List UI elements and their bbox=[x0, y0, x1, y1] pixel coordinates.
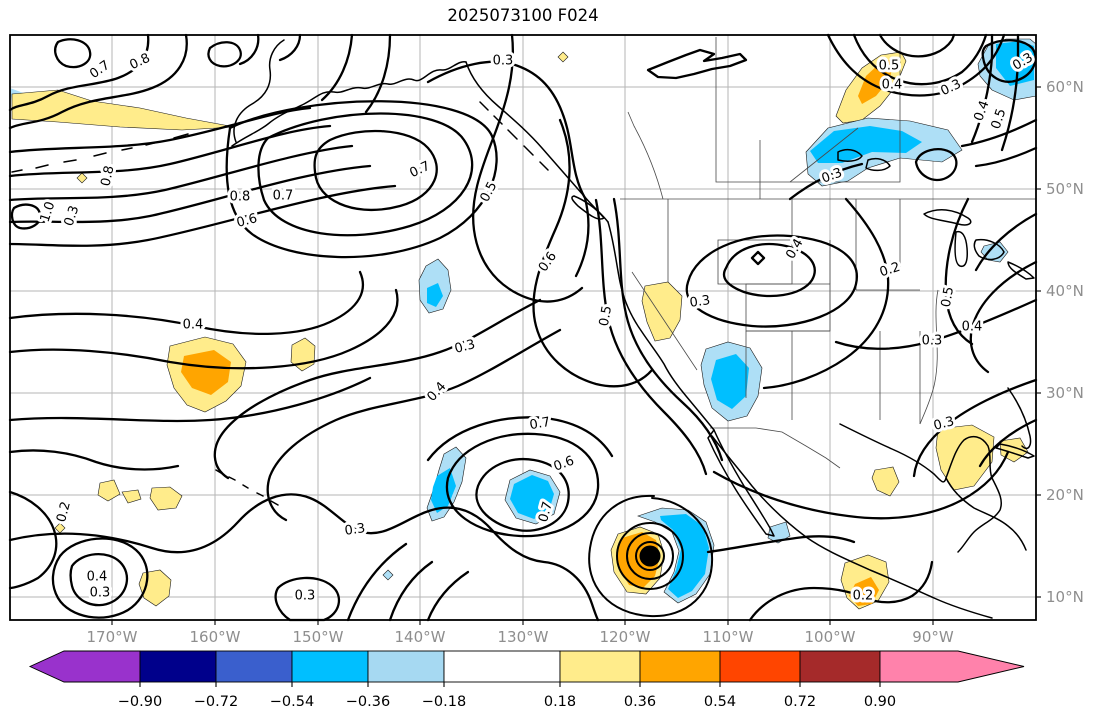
contour-label: 0.3 bbox=[493, 54, 514, 69]
colorbar-tick-label: −0.72 bbox=[194, 694, 238, 710]
figure-title: 2025073100 F024 bbox=[447, 6, 598, 25]
contour-label: 0.7 bbox=[407, 159, 432, 181]
colorbar-tick-label: 0.18 bbox=[544, 694, 576, 710]
contour-label: 1.0 bbox=[38, 200, 59, 224]
colorbar-tick-label: 0.54 bbox=[704, 694, 736, 710]
shaded-region bbox=[849, 577, 879, 606]
lat-tick-label: 20°N bbox=[1046, 486, 1084, 504]
contour-label: 0.4 bbox=[425, 379, 450, 404]
contour-label: 0.7 bbox=[529, 415, 552, 433]
lon-tick-label: 140°W bbox=[395, 628, 446, 646]
shaded-region bbox=[181, 350, 231, 395]
lat-tick-label: 10°N bbox=[1046, 588, 1084, 606]
lat-tick-label: 50°N bbox=[1046, 180, 1084, 198]
coastlines bbox=[11, 39, 1035, 619]
colorbar-tick-label: 0.72 bbox=[784, 694, 816, 710]
shaded-region bbox=[557, 51, 569, 63]
contour-label: 0.2 bbox=[878, 260, 902, 281]
contour-label: 0.3 bbox=[922, 334, 943, 349]
contour-label: 0.8 bbox=[99, 164, 118, 187]
contour-label: 0.2 bbox=[853, 589, 874, 604]
contour-label: 0.6 bbox=[235, 211, 259, 231]
colorbar-segment bbox=[559, 650, 641, 683]
contour-label: 0.3 bbox=[62, 204, 83, 228]
shaded-region bbox=[935, 424, 995, 491]
colorbar: −0.90 −0.72 −0.54 −0.36 −0.18 0.18 0.36 0.54 0.7… bbox=[28, 650, 1025, 710]
lon-tick-label: 150°W bbox=[293, 628, 344, 646]
shaded-region bbox=[76, 172, 88, 184]
shaded-region bbox=[858, 59, 893, 104]
contour-label: 0.3 bbox=[295, 589, 316, 604]
colorbar-segment bbox=[291, 650, 369, 683]
shaded-region bbox=[431, 468, 456, 513]
colorbar-segment bbox=[879, 650, 1025, 683]
contour-label: 0.3 bbox=[689, 293, 712, 311]
shaded-region bbox=[641, 281, 683, 342]
colorbar-segment bbox=[215, 650, 293, 683]
state-borders bbox=[620, 37, 1036, 469]
lon-tick-label: 130°W bbox=[498, 628, 549, 646]
contour-label: 0.8 bbox=[230, 190, 251, 205]
colorbar-tick-label: −0.36 bbox=[346, 694, 390, 710]
colorbar-segment bbox=[28, 650, 141, 683]
lat-tick-label: 60°N bbox=[1046, 78, 1084, 96]
colorbar-segment bbox=[799, 650, 881, 683]
contour-label: 0.4 bbox=[882, 78, 903, 93]
shaded-region bbox=[711, 354, 749, 409]
shaded-region bbox=[871, 466, 900, 497]
anomaly-shading bbox=[10, 38, 1037, 610]
shaded-region bbox=[149, 486, 183, 511]
shaded-region bbox=[121, 489, 142, 504]
shaded-region bbox=[996, 41, 1034, 86]
shaded-region bbox=[290, 337, 316, 372]
contour-label: 0.4 bbox=[87, 570, 108, 585]
shaded-region bbox=[382, 569, 394, 581]
contour-label: 0.8 bbox=[127, 51, 152, 73]
lon-tick-label: 90°W bbox=[912, 628, 954, 646]
contour-label: 0.5 bbox=[597, 305, 615, 328]
contour-label: 0.5 bbox=[879, 59, 900, 74]
storm-center-marker bbox=[639, 545, 661, 567]
lat-tick-label: 30°N bbox=[1046, 384, 1084, 402]
colorbar-segment bbox=[443, 650, 561, 683]
shaded-region bbox=[97, 479, 121, 502]
lon-tick-label: 160°W bbox=[190, 628, 241, 646]
colorbar-segment bbox=[367, 650, 445, 683]
contour-label: 0.6 bbox=[552, 453, 577, 474]
colorbar-tick-label: −0.18 bbox=[422, 694, 466, 710]
contour-label: 0.2 bbox=[54, 500, 74, 524]
colorbar-tick-label: −0.54 bbox=[270, 694, 314, 710]
contour-label: 0.3 bbox=[344, 521, 367, 539]
colorbar-segment bbox=[139, 650, 217, 683]
lon-tick-label: 120°W bbox=[600, 628, 651, 646]
shaded-region bbox=[660, 514, 709, 598]
shaded-region bbox=[427, 283, 443, 307]
contour-label: 0.3 bbox=[453, 337, 477, 357]
contour-label: 0.3 bbox=[90, 586, 111, 601]
shaded-region bbox=[138, 569, 172, 607]
colorbar-segment bbox=[639, 650, 721, 683]
contour-label: 0.7 bbox=[87, 58, 113, 82]
contour-label: 0.5 bbox=[478, 179, 501, 204]
lon-tick-label: 100°W bbox=[805, 628, 856, 646]
contour-label: 0.7 bbox=[273, 189, 294, 204]
axis-labels: 170°W 160°W 150°W 140°W 130°W 120°W 110°W 100°W… bbox=[87, 78, 1084, 646]
shaded-region bbox=[510, 475, 554, 519]
lon-tick-label: 110°W bbox=[703, 628, 754, 646]
contour-label: 0.5 bbox=[989, 107, 1010, 131]
contour-label: 0.5 bbox=[939, 286, 957, 309]
contour-label: 0.4 bbox=[183, 318, 204, 333]
colorbar-tick-label: 0.90 bbox=[864, 694, 896, 710]
lon-tick-label: 170°W bbox=[87, 628, 138, 646]
contour-label: 0.4 bbox=[962, 320, 983, 335]
colorbar-segment bbox=[719, 650, 801, 683]
lat-tick-label: 40°N bbox=[1046, 282, 1084, 300]
colorbar-tick-label: −0.90 bbox=[118, 694, 162, 710]
colorbar-tick-label: 0.36 bbox=[624, 694, 656, 710]
contour-label: 0.4 bbox=[971, 99, 992, 124]
shaded-region bbox=[54, 522, 66, 534]
contour-lines bbox=[8, 33, 1038, 622]
